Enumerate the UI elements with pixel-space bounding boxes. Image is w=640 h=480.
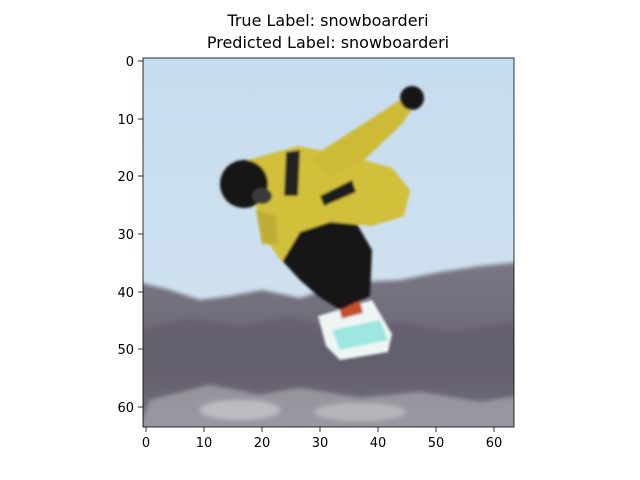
axes-frame [142, 57, 515, 428]
y-tick-label: 50 [117, 343, 134, 358]
x-tick-label: 0 [142, 436, 150, 451]
x-tick-label: 60 [486, 436, 503, 451]
x-axis: 0 10 20 30 40 50 60 [142, 427, 502, 451]
true-label-title: True Label: snowboarderi [227, 11, 429, 30]
x-tick-label: 30 [312, 436, 329, 451]
y-tick-label: 10 [117, 113, 134, 128]
x-tick-label: 10 [196, 436, 213, 451]
predicted-label-title: Predicted Label: snowboarderi [206, 33, 450, 52]
y-tick-label: 40 [117, 286, 134, 301]
y-tick-label: 30 [117, 228, 134, 243]
y-tick-label: 60 [117, 401, 134, 416]
y-axis: 0 10 20 30 40 50 60 [117, 55, 143, 416]
x-tick-label: 20 [254, 436, 271, 451]
y-tick-label: 20 [117, 170, 134, 185]
y-tick-label: 0 [126, 55, 134, 70]
snowboarder-figure [220, 86, 424, 360]
x-tick-label: 50 [428, 436, 445, 451]
snowboarder-image [143, 58, 514, 427]
x-tick-label: 40 [370, 436, 387, 451]
